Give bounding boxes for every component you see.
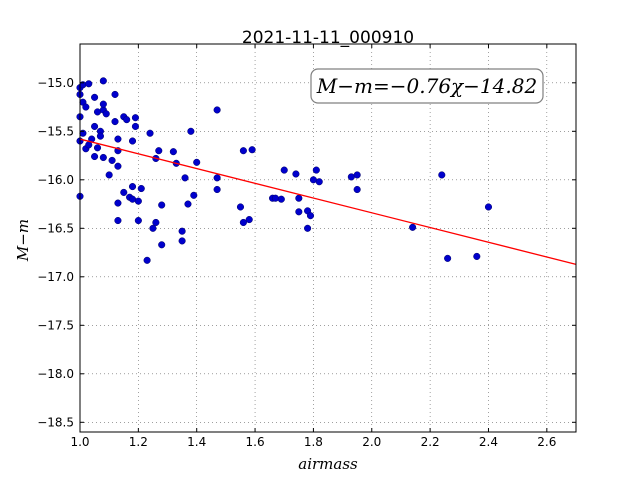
x-tick-label: 2.4 [479, 435, 498, 449]
x-tick-label: 2.2 [421, 435, 440, 449]
data-point [315, 178, 323, 186]
data-point [111, 118, 119, 126]
data-point [239, 147, 247, 155]
data-point [295, 194, 303, 202]
data-points [76, 77, 493, 264]
fit-equation: M−m=−0.76χ−14.82 [316, 74, 537, 98]
x-tick-label: 1.2 [129, 435, 148, 449]
data-point [245, 216, 253, 224]
data-point [353, 185, 361, 194]
data-point [114, 162, 122, 170]
data-point [85, 141, 93, 149]
x-tick-label: 1.4 [187, 435, 206, 449]
data-point [114, 199, 122, 207]
y-tick-label: −18.5 [37, 415, 74, 429]
data-point [131, 122, 139, 130]
fit-equation-box: M−m=−0.76χ−14.82 [310, 68, 544, 104]
x-tick-label: 1.6 [246, 435, 265, 449]
data-point [91, 122, 99, 130]
data-point [409, 223, 417, 231]
data-point [114, 135, 122, 143]
y-axis-ticks: −15.0 −15.5 −16.0 −16.5 −17.0 −17.5 −18.0 −18.5 [37, 76, 576, 429]
data-point [213, 106, 221, 114]
data-point [105, 171, 113, 179]
x-axis-ticks: 1.0 1.2 1.4 1.6 1.8 2.0 2.2 2.4 2.6 [70, 44, 556, 449]
data-point [108, 156, 116, 164]
plot-frame [79, 43, 577, 433]
data-point [158, 241, 166, 249]
equation-box-frame [310, 68, 544, 104]
data-point [93, 144, 102, 152]
data-point [137, 184, 145, 193]
data-point [193, 158, 201, 166]
data-point [239, 218, 247, 227]
data-point [353, 171, 361, 179]
data-point [304, 224, 312, 232]
data-point [187, 127, 195, 135]
data-point [312, 166, 320, 174]
data-point [181, 174, 189, 182]
data-point [131, 114, 139, 122]
data-point [306, 212, 315, 220]
data-point [128, 183, 137, 191]
data-point [280, 166, 288, 174]
data-point [128, 137, 137, 145]
data-point [248, 146, 256, 154]
data-point [102, 110, 110, 118]
data-point [292, 170, 300, 178]
data-point [91, 93, 99, 101]
data-point [85, 80, 93, 88]
data-point [111, 90, 119, 98]
y-tick-label: −17.5 [37, 318, 74, 332]
data-point [82, 103, 90, 111]
fit-line-group [79, 138, 577, 266]
data-point [134, 216, 142, 225]
data-point [96, 132, 104, 140]
y-tick-label: −16.0 [37, 173, 74, 187]
data-point [123, 116, 131, 124]
data-point [114, 216, 122, 225]
y-tick-label: −18.0 [37, 367, 74, 381]
x-tick-label: 1.8 [304, 435, 323, 449]
data-point [169, 148, 177, 156]
data-point [178, 237, 186, 245]
data-point [484, 203, 493, 211]
data-point [473, 252, 481, 260]
data-point [295, 208, 303, 216]
x-axis-label: airmass [298, 455, 358, 473]
data-point [213, 174, 221, 182]
y-tick-label: −16.5 [37, 221, 74, 235]
data-point [444, 254, 452, 262]
data-point [120, 188, 128, 196]
x-tick-label: 2.0 [362, 435, 381, 449]
data-point [277, 195, 285, 203]
y-tick-label: −15.0 [37, 76, 74, 90]
x-tick-label: 2.6 [537, 435, 556, 449]
data-point [158, 201, 166, 209]
data-point [146, 129, 154, 137]
data-point [271, 194, 280, 202]
y-tick-label: −15.5 [37, 124, 74, 138]
data-point [155, 147, 163, 155]
data-point [178, 227, 186, 235]
data-point [143, 256, 151, 264]
data-point [99, 153, 107, 162]
data-point [213, 185, 221, 194]
data-point [149, 224, 157, 232]
x-tick-label: 1.0 [70, 435, 89, 449]
fit-line [79, 138, 577, 266]
data-point [236, 203, 245, 211]
data-point [99, 100, 107, 108]
data-point [134, 197, 142, 205]
data-point [152, 218, 160, 227]
y-tick-label: −17.0 [37, 270, 74, 284]
data-point [91, 152, 99, 161]
data-point [99, 77, 107, 85]
data-point [438, 171, 446, 179]
y-axis-label: M−m [14, 219, 32, 262]
chart-title: 2021-11-11_000910 [242, 28, 414, 48]
data-point [190, 191, 198, 199]
data-point [184, 200, 192, 208]
